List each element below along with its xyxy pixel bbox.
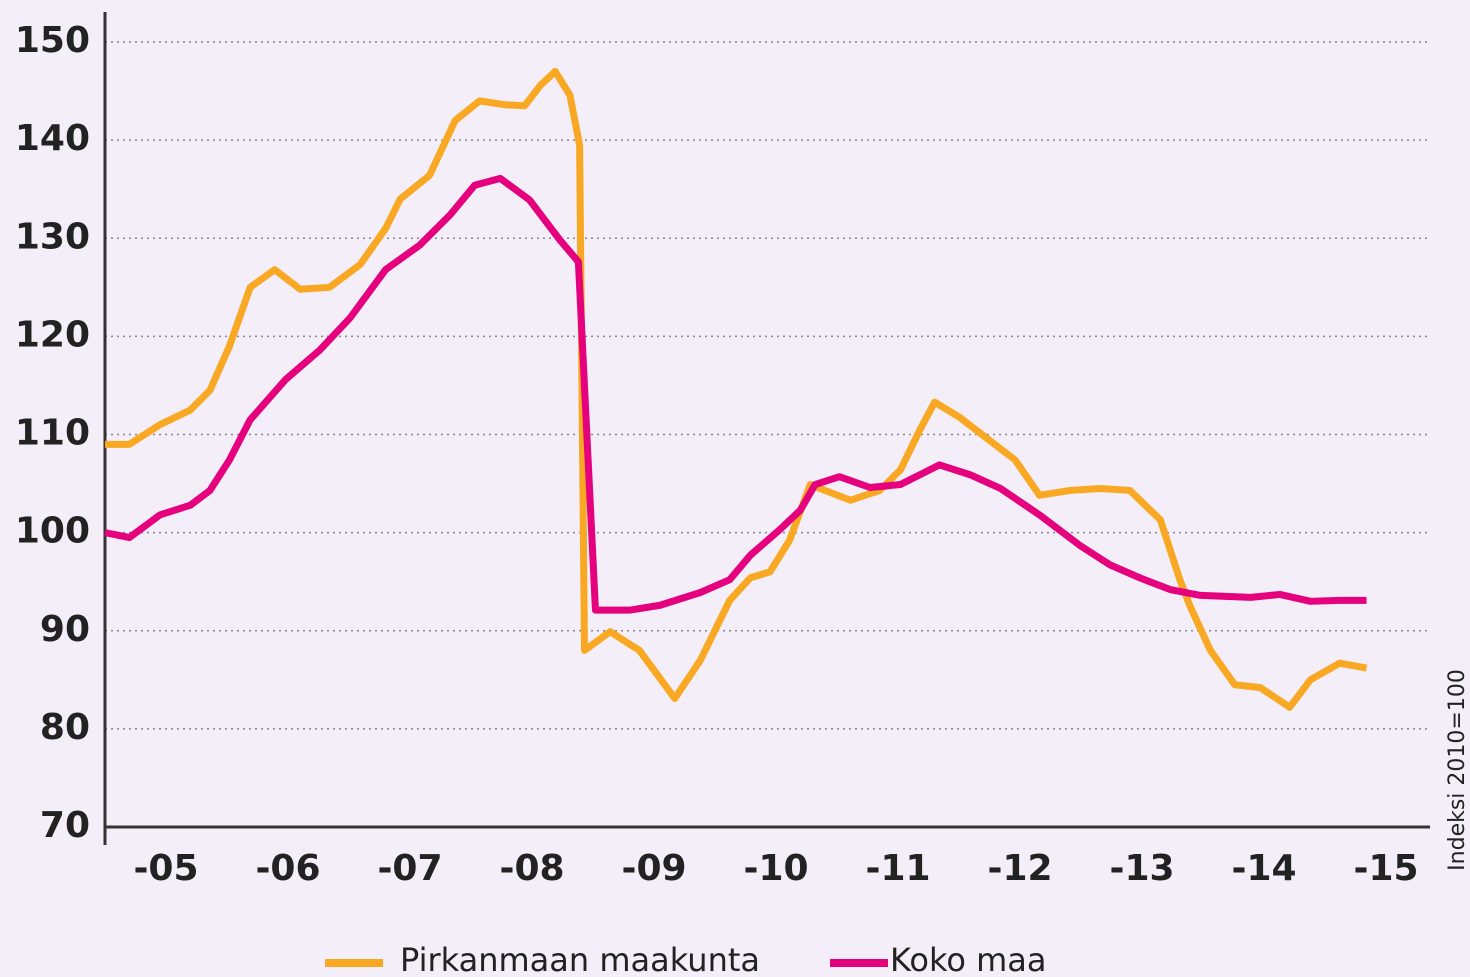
y-tick-label: 70 xyxy=(40,805,90,846)
x-tick-label: -13 xyxy=(1110,848,1175,889)
legend-label: Koko maa xyxy=(890,941,1047,977)
x-tick-label: -12 xyxy=(988,848,1053,889)
x-tick-label: -15 xyxy=(1354,848,1419,889)
y-tick-label: 90 xyxy=(40,609,90,650)
x-tick-label: -05 xyxy=(133,848,198,889)
series-line xyxy=(105,67,1368,711)
y-tick-label: 80 xyxy=(40,707,90,748)
y-axis-label: Indeksi 2010=100 xyxy=(1445,669,1470,871)
x-tick-label: -09 xyxy=(622,848,687,889)
series-line xyxy=(104,174,1367,614)
y-tick-label: 140 xyxy=(15,118,90,159)
x-tick-label: -11 xyxy=(866,848,931,889)
x-tick-label: -10 xyxy=(744,848,809,889)
legend-label: Pirkanmaan maakunta xyxy=(400,941,760,977)
y-tick-label: 110 xyxy=(15,413,90,454)
x-tick-label: -06 xyxy=(255,848,320,889)
y-tick-label: 150 xyxy=(15,20,90,61)
y-tick-label: 130 xyxy=(15,216,90,257)
y-tick-label: 100 xyxy=(15,511,90,552)
x-tick-label: -14 xyxy=(1232,848,1297,889)
y-tick-label: 120 xyxy=(15,314,90,355)
x-tick-label: -08 xyxy=(500,848,565,889)
x-tick-label: -07 xyxy=(377,848,442,889)
